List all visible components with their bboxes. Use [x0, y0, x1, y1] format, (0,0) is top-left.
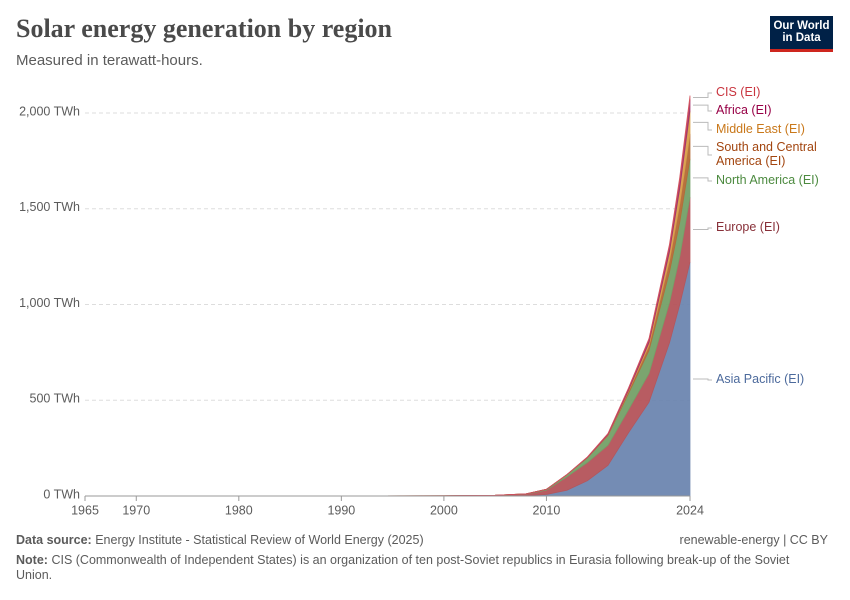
- note-label: Note:: [16, 553, 48, 567]
- legend-connector: [693, 177, 712, 182]
- legend-connector: [693, 92, 712, 98]
- x-tick-label: 1965: [71, 503, 99, 517]
- legend-connector: [693, 227, 712, 231]
- chart-subtitle: Measured in terawatt-hours.: [16, 52, 203, 69]
- y-tick-label: 0 TWh: [43, 487, 80, 501]
- area: [85, 95, 691, 497]
- legend-connector: [693, 145, 712, 156]
- x-tick-label: 2000: [430, 503, 458, 517]
- y-tick-label: 1,500 TWh: [19, 200, 80, 214]
- x-tick-label: 1980: [225, 503, 253, 517]
- x-tick-label: 1970: [122, 503, 150, 517]
- chart-title: Solar energy generation by region: [16, 14, 393, 43]
- logo[interactable]: Our World in Data: [770, 16, 833, 52]
- legend-connector: [693, 121, 712, 131]
- area: [85, 110, 691, 497]
- y-tick-label: 1,000 TWh: [19, 296, 80, 310]
- x-tick-label: 2010: [533, 503, 561, 517]
- legend-label[interactable]: North America (EI): [716, 173, 819, 187]
- legend-connector: [693, 378, 712, 381]
- legend-label[interactable]: Africa (EI): [716, 103, 772, 117]
- legend-label[interactable]: Asia Pacific (EI): [716, 372, 805, 386]
- legend-label[interactable]: South and Central America (EI): [716, 140, 817, 168]
- y-tick-label: 2,000 TWh: [19, 104, 80, 118]
- area: [85, 99, 691, 497]
- note-text: CIS (Commonwealth of Independent States)…: [16, 553, 790, 582]
- legend-label[interactable]: Middle East (EI): [716, 122, 805, 136]
- legend-label[interactable]: CIS (EI): [716, 85, 761, 99]
- source: Data source: Energy Institute - Statisti…: [16, 533, 424, 547]
- source-text: Energy Institute - Statistical Review of…: [95, 533, 424, 547]
- y-tick-label: 500 TWh: [30, 392, 81, 406]
- note: Note: CIS (Commonwealth of Independent S…: [16, 553, 826, 583]
- source-label: Data source:: [16, 533, 92, 547]
- legend-connector: [693, 104, 712, 112]
- area: [85, 133, 691, 497]
- legend-label[interactable]: Europe (EI): [716, 220, 780, 234]
- x-tick-label: 1990: [327, 503, 355, 517]
- x-tick-label: 2024: [676, 503, 704, 517]
- license[interactable]: renewable-energy | CC BY: [679, 533, 828, 547]
